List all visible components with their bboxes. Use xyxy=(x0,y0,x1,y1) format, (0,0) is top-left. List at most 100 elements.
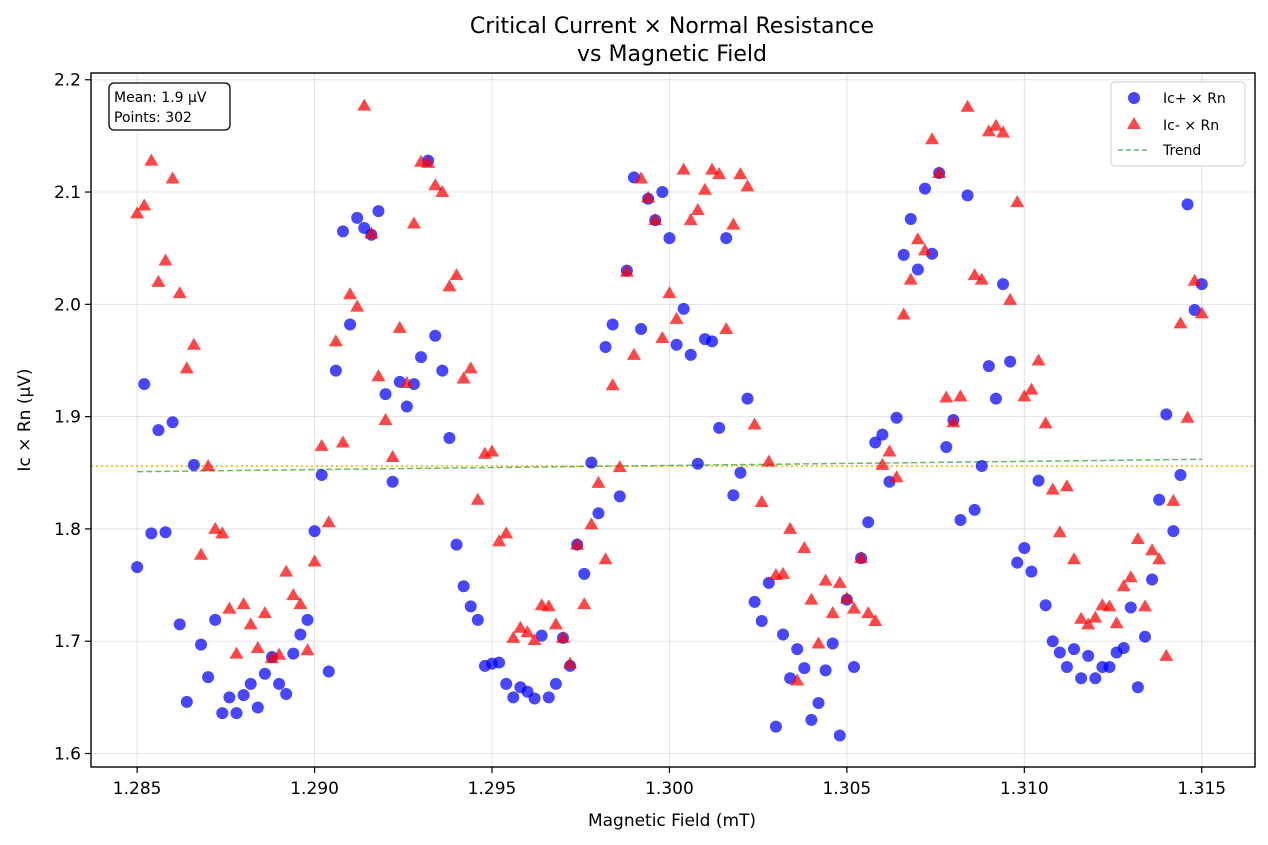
y-tick-label: 2.2 xyxy=(54,71,81,91)
ic-minus-point xyxy=(1137,599,1152,612)
ic-minus-point xyxy=(1067,552,1082,565)
ic-plus-point xyxy=(1117,641,1130,654)
ic-minus-point xyxy=(1102,599,1117,612)
ic-minus-point xyxy=(917,243,932,256)
ic-minus-point xyxy=(804,592,819,605)
ic-minus-point xyxy=(598,552,613,565)
ic-minus-point xyxy=(215,526,230,539)
ic-plus-point xyxy=(436,364,449,377)
x-tick-label: 1.310 xyxy=(1000,779,1049,799)
ic-minus-point xyxy=(158,253,173,266)
ic-minus-point xyxy=(882,444,897,457)
ic-plus-point xyxy=(1032,474,1045,487)
ic-minus-point xyxy=(818,573,833,586)
ic-minus-point xyxy=(307,554,322,567)
ic-plus-point xyxy=(493,656,506,669)
ic-minus-point xyxy=(1024,382,1039,395)
ic-minus-point xyxy=(761,454,776,467)
ic-plus-point xyxy=(187,458,200,471)
ic-plus-point xyxy=(734,466,747,479)
ic-minus-point xyxy=(1130,532,1145,545)
ic-minus-point xyxy=(641,190,656,203)
ic-minus-point xyxy=(1187,273,1202,286)
ic-minus-point xyxy=(449,268,464,281)
ic-minus-point xyxy=(825,606,840,619)
ic-plus-point xyxy=(1174,469,1187,482)
ic-minus-point xyxy=(1003,292,1018,305)
ic-minus-point xyxy=(257,606,272,619)
ic-plus-point xyxy=(145,527,158,540)
ic-plus-point xyxy=(1089,672,1102,685)
ic-plus-point xyxy=(1018,542,1031,555)
ic-plus-point xyxy=(1167,525,1180,538)
ic-minus-point xyxy=(655,331,670,344)
ic-minus-point xyxy=(875,457,890,470)
ic-plus-point xyxy=(542,691,555,704)
ic-plus-point xyxy=(1138,630,1151,643)
ic-minus-point xyxy=(236,597,251,610)
x-tick-label: 1.300 xyxy=(645,779,694,799)
ic-plus-point xyxy=(918,182,931,195)
ic-minus-point xyxy=(626,347,641,360)
ic-minus-point xyxy=(676,162,691,175)
ic-minus-point xyxy=(797,541,812,554)
ic-minus-point xyxy=(648,213,663,226)
ic-minus-point xyxy=(130,206,145,219)
ic-plus-point xyxy=(975,460,988,473)
ic-plus-point xyxy=(202,671,215,684)
ic-minus-point xyxy=(605,378,620,391)
plot-frame xyxy=(90,72,1256,768)
ic-minus-point xyxy=(328,334,343,347)
ic-plus-point xyxy=(1146,573,1159,586)
ic-minus-point xyxy=(513,620,528,633)
ic-minus-point xyxy=(662,286,677,299)
ic-plus-point xyxy=(585,456,598,469)
ic-plus-point xyxy=(1011,556,1024,569)
ic-plus-point xyxy=(230,707,243,720)
ic-plus-point xyxy=(847,661,860,674)
ic-minus-point xyxy=(861,606,876,619)
ic-minus-point xyxy=(854,551,869,564)
ic-minus-point xyxy=(186,337,201,350)
legend-label-ic-plus: Ic+ × Rn xyxy=(1163,91,1226,107)
y-tick-label: 2.0 xyxy=(54,295,81,315)
y-tick-label: 2.1 xyxy=(54,183,81,203)
ic-minus-point xyxy=(1088,610,1103,623)
ic-plus-point xyxy=(833,729,846,742)
ic-minus-point xyxy=(832,575,847,588)
ic-plus-point xyxy=(1153,493,1166,506)
ic-minus-point xyxy=(435,185,450,198)
ic-minus-point xyxy=(563,656,578,669)
ic-minus-point xyxy=(492,534,507,547)
ic-plus-point xyxy=(819,664,832,677)
ic-plus-point xyxy=(1060,661,1073,674)
ic-minus-point xyxy=(967,268,982,281)
ic-minus-point xyxy=(697,182,712,195)
y-tick-label: 1.8 xyxy=(54,520,81,540)
ic-plus-point xyxy=(344,318,357,331)
series-1 xyxy=(130,98,1209,686)
ic-minus-point xyxy=(619,264,634,277)
ic-plus-point xyxy=(315,469,328,482)
ic-minus-point xyxy=(1031,353,1046,366)
ic-minus-point xyxy=(1145,543,1160,556)
ic-plus-point xyxy=(1082,649,1095,662)
ic-minus-point xyxy=(683,213,698,226)
ic-minus-point xyxy=(343,287,358,300)
ic-minus-point xyxy=(499,526,514,539)
ic-minus-point xyxy=(250,640,265,653)
ic-plus-point xyxy=(1181,198,1194,211)
ic-minus-point xyxy=(690,203,705,216)
ic-minus-point xyxy=(385,450,400,463)
ic-minus-point xyxy=(392,320,407,333)
ic-plus-point xyxy=(706,335,719,348)
ic-minus-point xyxy=(974,272,989,285)
ic-minus-point xyxy=(776,566,791,579)
ic-plus-point xyxy=(961,189,974,202)
ic-minus-point xyxy=(527,633,542,646)
ic-minus-point xyxy=(1010,195,1025,208)
ic-minus-point xyxy=(371,369,386,382)
ic-minus-point xyxy=(144,153,159,166)
ic-minus-point xyxy=(988,118,1003,131)
